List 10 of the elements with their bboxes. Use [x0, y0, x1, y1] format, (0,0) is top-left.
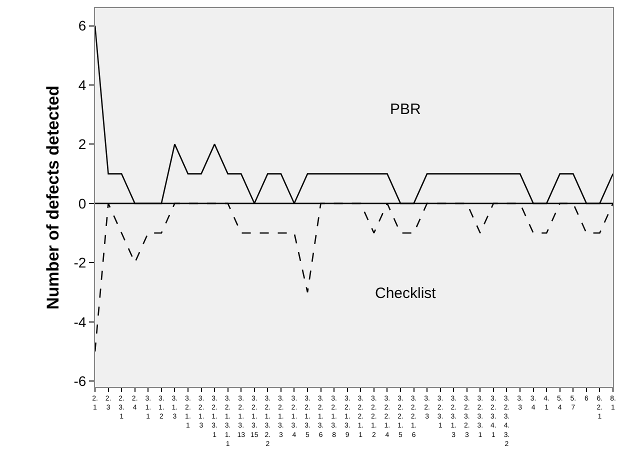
- y-tick-label: -2: [74, 254, 86, 271]
- annotation: Checklist: [375, 285, 437, 302]
- y-tick-label: 6: [78, 18, 86, 34]
- y-tick-label: 4: [78, 76, 86, 93]
- y-axis-title: Number of defects detected: [43, 86, 62, 310]
- y-tick-label: -4: [74, 314, 86, 330]
- y-tick-label: 0: [78, 195, 86, 212]
- y-tick-label: -6: [74, 372, 86, 389]
- annotation: PBR: [390, 101, 422, 118]
- y-tick-label: 2: [78, 136, 86, 152]
